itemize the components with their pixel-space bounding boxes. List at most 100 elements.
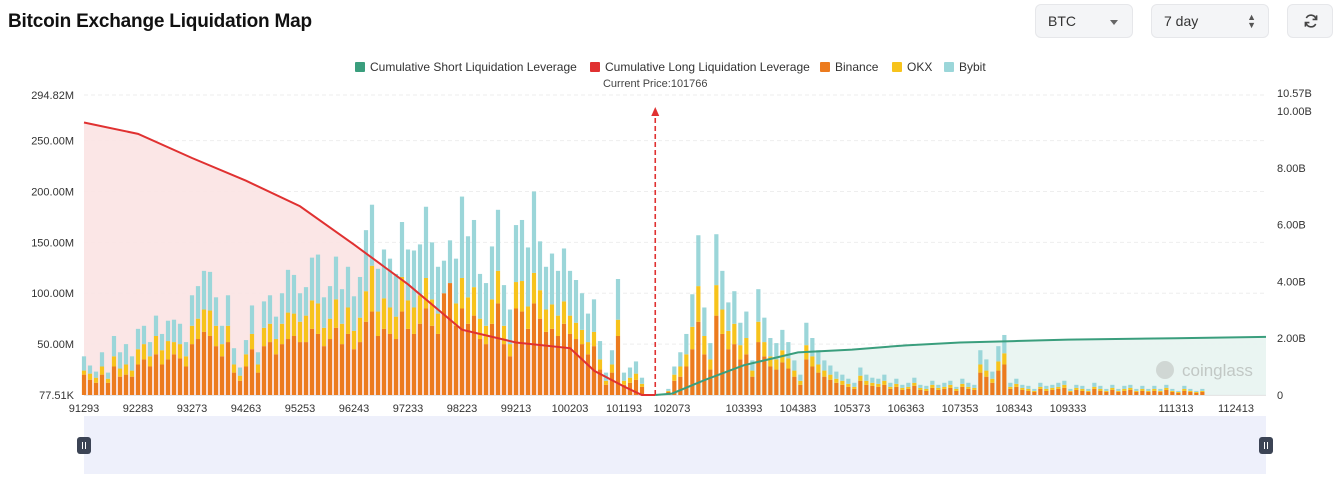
- bar-okx: [864, 380, 869, 385]
- bar-bybit: [249, 305, 255, 334]
- bar-bybit: [633, 361, 639, 374]
- bar-bybit: [321, 297, 327, 328]
- bar-bybit: [315, 254, 321, 304]
- bar-okx: [1098, 388, 1103, 391]
- bar-bybit: [621, 372, 627, 381]
- bar-bybit: [303, 287, 309, 316]
- bar-binance: [579, 344, 585, 395]
- bar-binance: [978, 372, 983, 395]
- bar-binance: [369, 311, 375, 395]
- bar-bybit: [738, 322, 743, 346]
- bar-okx: [762, 342, 767, 357]
- bar-bybit: [858, 367, 863, 376]
- bar-bybit: [912, 377, 917, 383]
- bar-okx: [702, 335, 707, 355]
- bar-bybit: [936, 384, 941, 388]
- y-right-tick-label: 6.00B: [1277, 220, 1306, 232]
- bar-okx: [387, 307, 393, 334]
- bar-binance: [501, 344, 507, 395]
- bar-okx: [888, 386, 893, 389]
- bar-binance: [453, 325, 459, 395]
- bar-bybit: [702, 307, 707, 336]
- bar-bybit: [549, 253, 555, 305]
- bar-bybit: [996, 346, 1001, 362]
- symbol-select[interactable]: BTC: [1035, 4, 1133, 38]
- bar-binance: [1044, 390, 1049, 395]
- bar-binance: [231, 372, 237, 395]
- bar-okx: [255, 364, 261, 373]
- bar-binance: [1020, 389, 1025, 395]
- x-tick-label: 106363: [888, 403, 925, 415]
- bar-okx: [339, 323, 345, 345]
- bar-okx: [519, 281, 525, 312]
- bar-binance: [1008, 388, 1013, 395]
- bar-bybit: [141, 325, 147, 345]
- bar-binance: [750, 376, 755, 395]
- x-tick-label: 98223: [447, 403, 478, 415]
- bar-okx: [1170, 390, 1175, 392]
- bar-okx: [93, 377, 99, 383]
- bar-bybit: [579, 293, 585, 330]
- bar-bybit: [1044, 385, 1049, 389]
- bar-binance: [309, 328, 315, 395]
- bar-okx: [726, 330, 731, 350]
- bar-binance: [111, 366, 117, 395]
- legend-swatch: [892, 62, 902, 72]
- bar-okx: [768, 356, 773, 367]
- legend-swatch: [944, 62, 954, 72]
- bar-binance: [1140, 390, 1145, 395]
- bar-bybit: [639, 377, 645, 384]
- refresh-button[interactable]: [1287, 4, 1333, 38]
- bar-binance: [321, 346, 327, 395]
- bar-okx: [810, 356, 815, 367]
- zoom-handle-left[interactable]: [77, 437, 91, 454]
- bar-binance: [1002, 364, 1007, 395]
- bar-okx: [183, 356, 189, 367]
- x-tick-label: 99213: [501, 403, 532, 415]
- range-select[interactable]: 7 day ▲ ▼: [1151, 4, 1269, 38]
- bar-okx: [423, 277, 429, 309]
- bar-bybit: [684, 333, 689, 355]
- bar-okx: [561, 301, 567, 324]
- bar-bybit: [666, 388, 671, 391]
- bar-okx: [375, 311, 381, 336]
- x-tick-label: 107353: [942, 403, 979, 415]
- bar-okx: [1044, 388, 1049, 391]
- bar-okx: [135, 349, 141, 365]
- bar-okx: [918, 387, 923, 390]
- bar-binance: [834, 382, 839, 395]
- bar-bybit: [852, 382, 857, 387]
- bar-binance: [990, 382, 995, 395]
- bar-binance: [1122, 390, 1127, 395]
- bar-binance: [930, 387, 935, 395]
- bar-okx: [1146, 390, 1151, 392]
- bar-okx: [501, 325, 507, 345]
- bar-bybit: [906, 382, 911, 387]
- bar-bybit: [183, 342, 189, 357]
- bar-okx: [315, 303, 321, 334]
- bar-bybit: [1092, 382, 1097, 387]
- bar-okx: [1050, 387, 1055, 390]
- bar-okx: [960, 383, 965, 387]
- zoom-slider-track[interactable]: [84, 416, 1266, 474]
- bar-okx: [489, 299, 495, 324]
- bar-binance: [1200, 391, 1205, 395]
- bar-binance: [1086, 391, 1091, 395]
- bar-okx: [549, 304, 555, 329]
- bar-bybit: [774, 343, 779, 360]
- bar-binance: [756, 342, 761, 395]
- bar-binance: [744, 354, 749, 395]
- bar-okx: [678, 366, 683, 377]
- bar-binance: [942, 388, 947, 395]
- coinglass-logo-icon: [1156, 361, 1174, 379]
- zoom-handle-right[interactable]: [1259, 437, 1273, 454]
- bar-bybit: [471, 219, 477, 288]
- bar-binance: [852, 388, 857, 395]
- bar-bybit: [129, 356, 135, 371]
- bar-bybit: [1020, 384, 1025, 388]
- bar-okx: [411, 307, 417, 334]
- bar-okx: [930, 384, 935, 388]
- bar-okx: [81, 370, 87, 375]
- bar-binance: [804, 359, 809, 395]
- bar-okx: [309, 300, 315, 329]
